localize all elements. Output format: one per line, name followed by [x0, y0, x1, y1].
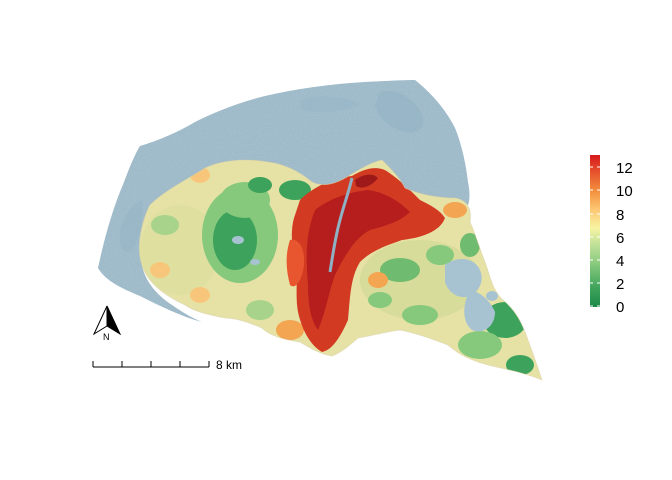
north-arrow: N [92, 305, 122, 342]
legend-tick-label: 0 [616, 299, 624, 316]
north-arrow-icon-dark [106, 305, 122, 336]
legend-tick-label: 6 [616, 230, 624, 247]
legend-ticks [590, 166, 600, 307]
legend-color-bar [590, 155, 600, 307]
legend-tick-label: 10 [616, 183, 633, 200]
water-hillshade [375, 90, 424, 133]
legend-tick-label: 2 [616, 276, 624, 293]
legend-tick-label: 4 [616, 253, 624, 270]
land-outline [138, 159, 543, 381]
land-raster [139, 160, 543, 380]
north-arrow-label: N [103, 332, 110, 342]
legend-tick-label: 8 [616, 207, 624, 224]
water-hillshade-2 [300, 96, 360, 112]
scale-bar: 8 km [92, 358, 242, 372]
land-texture [130, 150, 550, 390]
legend-tick-label: 12 [616, 160, 633, 177]
scale-bar-label: 8 km [216, 358, 242, 372]
north-arrow-icon [92, 305, 108, 336]
water-hillshade-3 [119, 200, 143, 252]
legend: 12 10 8 6 4 2 0 [590, 155, 633, 316]
